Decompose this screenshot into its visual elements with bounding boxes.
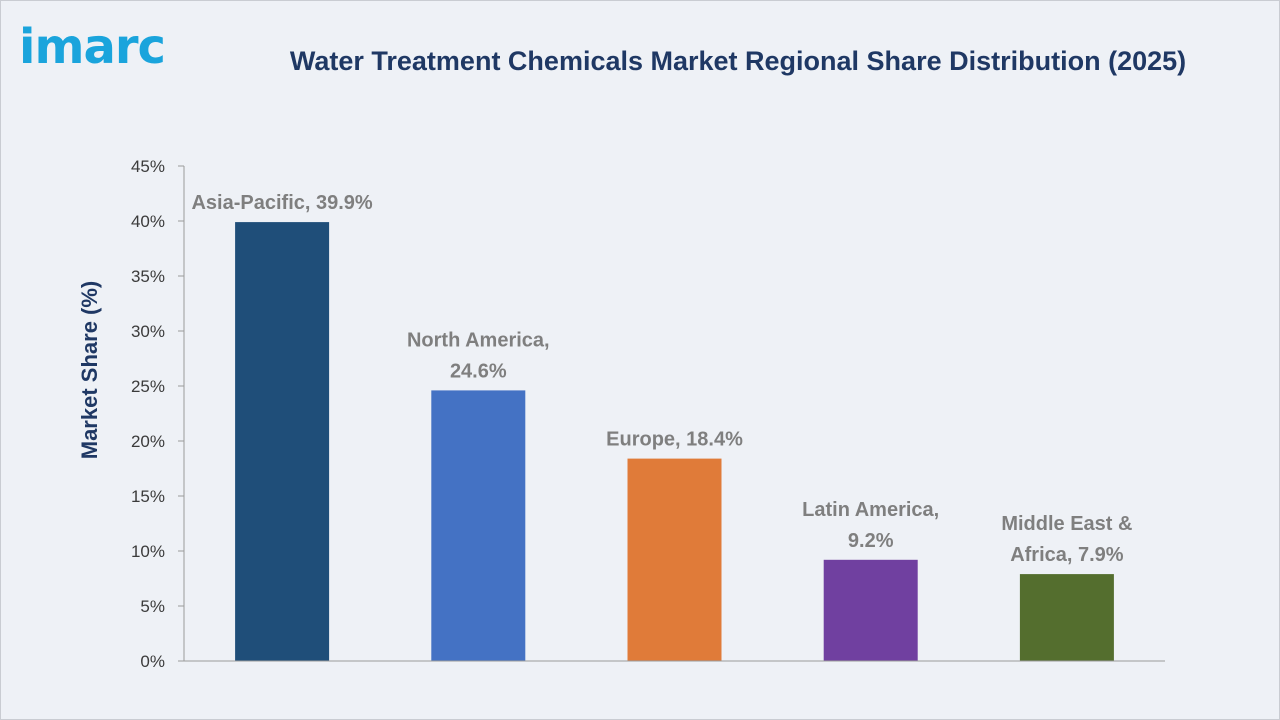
y-tick-label: 20% — [131, 432, 165, 451]
y-tick-label: 30% — [131, 322, 165, 341]
bar-asia-pacific — [235, 222, 330, 661]
data-label: Africa, 7.9% — [1010, 544, 1124, 566]
bar-north-america — [431, 390, 526, 661]
bar-middle-east-africa — [1019, 574, 1114, 661]
y-tick-label: 10% — [131, 542, 165, 561]
y-tick-label: 15% — [131, 487, 165, 506]
y-tick-label: 35% — [131, 267, 165, 286]
data-labels: Asia-Pacific, 39.9% North America, 24.6% Eu… — [191, 192, 1132, 566]
bar-latin-america — [823, 559, 918, 661]
bars — [235, 222, 1114, 661]
y-tick-label: 40% — [131, 212, 165, 231]
y-tick-label: 0% — [140, 652, 165, 671]
data-label: North America, — [407, 329, 550, 351]
data-label: Asia-Pacific, 39.9% — [191, 192, 372, 214]
data-label: 9.2% — [848, 530, 894, 552]
data-label: Latin America, — [802, 499, 939, 521]
data-label: Middle East & — [1001, 513, 1132, 535]
y-tick-label: 25% — [131, 377, 165, 396]
data-label: 24.6% — [450, 360, 507, 382]
y-axis: 0% 5% 10% 15% 20% 25% 30% 35% 40% 45% — [131, 157, 185, 671]
imarc-logo: imarc — [19, 19, 166, 75]
y-tick-label: 45% — [131, 157, 165, 176]
bar-europe — [627, 458, 722, 661]
y-tick-label: 5% — [140, 597, 165, 616]
y-axis-title: Market Share (%) — [77, 281, 102, 460]
chart-title: Water Treatment Chemicals Market Regiona… — [289, 46, 1187, 76]
data-label: Europe, 18.4% — [606, 429, 743, 451]
